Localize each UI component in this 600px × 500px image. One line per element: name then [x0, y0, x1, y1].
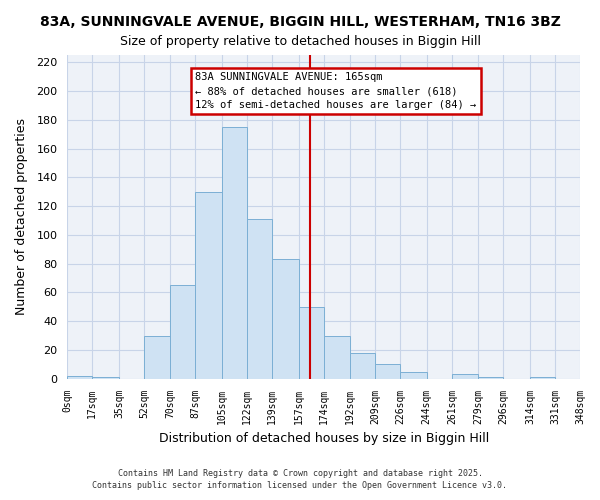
Bar — [222, 127, 247, 378]
Bar — [196, 192, 222, 378]
Bar — [375, 364, 400, 378]
Bar — [323, 336, 350, 378]
Y-axis label: Number of detached properties: Number of detached properties — [15, 118, 28, 316]
Bar — [247, 219, 272, 378]
Bar — [350, 353, 375, 378]
Bar — [170, 285, 196, 378]
Text: Contains HM Land Registry data © Crown copyright and database right 2025.
Contai: Contains HM Land Registry data © Crown c… — [92, 468, 508, 490]
Text: Size of property relative to detached houses in Biggin Hill: Size of property relative to detached ho… — [119, 35, 481, 48]
Bar — [299, 307, 323, 378]
Bar — [67, 376, 92, 378]
Bar — [144, 336, 170, 378]
Bar — [452, 374, 478, 378]
Bar — [272, 260, 299, 378]
Text: 83A, SUNNINGVALE AVENUE, BIGGIN HILL, WESTERHAM, TN16 3BZ: 83A, SUNNINGVALE AVENUE, BIGGIN HILL, WE… — [40, 15, 560, 29]
Bar — [400, 372, 427, 378]
X-axis label: Distribution of detached houses by size in Biggin Hill: Distribution of detached houses by size … — [158, 432, 489, 445]
Text: 83A SUNNINGVALE AVENUE: 165sqm
← 88% of detached houses are smaller (618)
12% of: 83A SUNNINGVALE AVENUE: 165sqm ← 88% of … — [196, 72, 477, 110]
